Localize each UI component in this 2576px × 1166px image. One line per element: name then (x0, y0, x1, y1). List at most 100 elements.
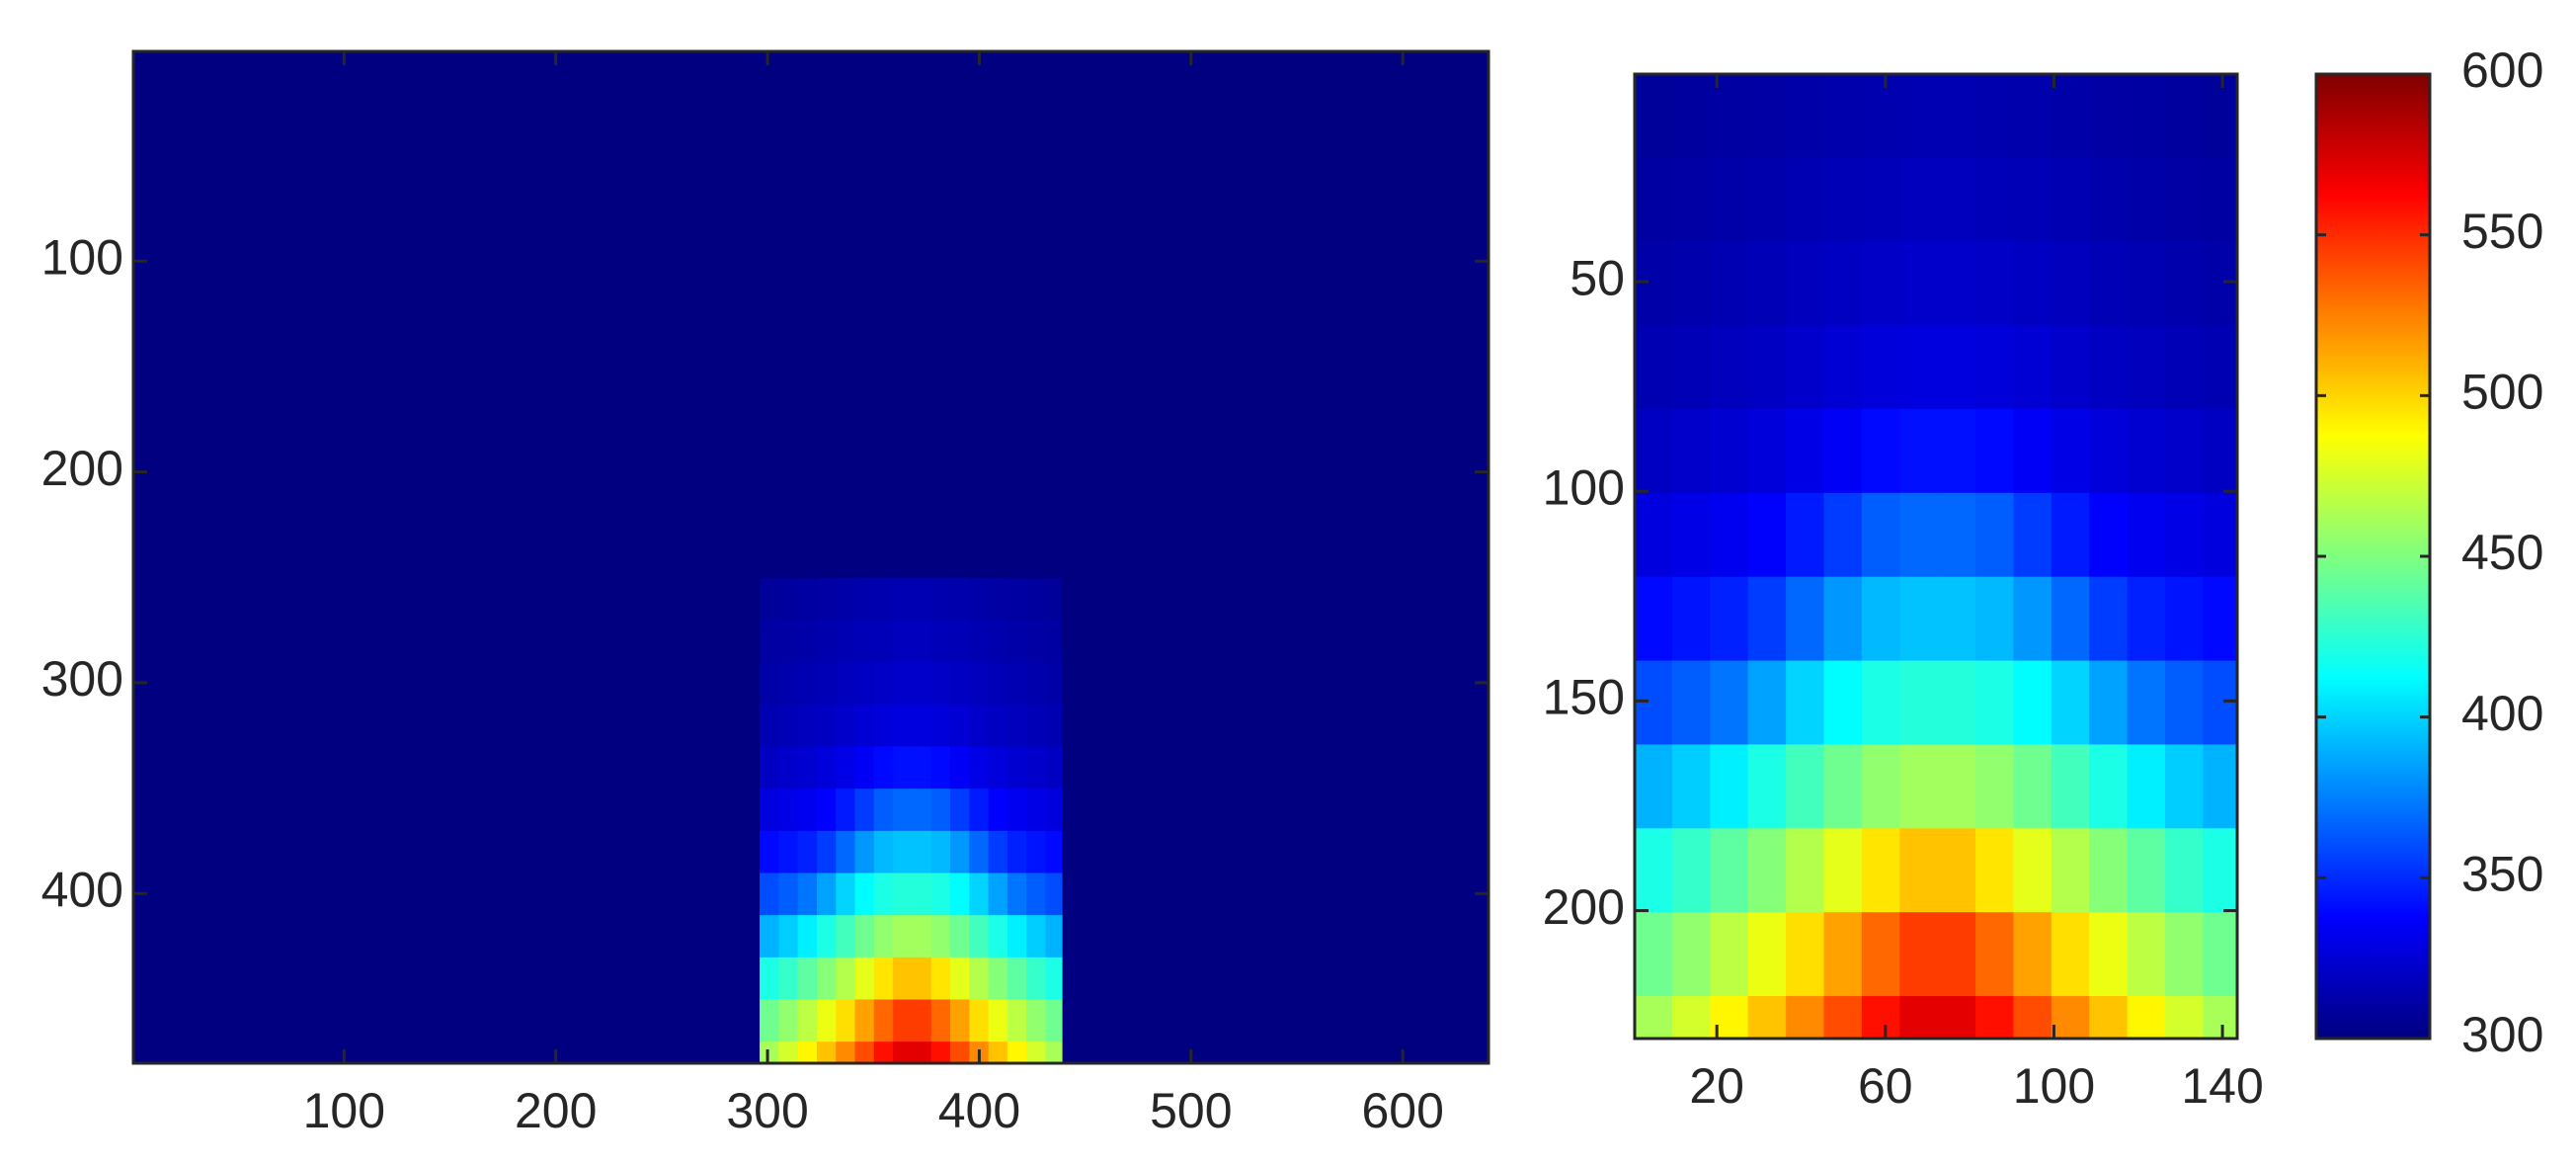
heatmap-cell (1823, 912, 1863, 998)
heatmap-cell (873, 789, 895, 832)
x-tick-label: 500 (1150, 1083, 1232, 1138)
heatmap-cell (2013, 241, 2053, 327)
heatmap-cell (1937, 576, 1977, 662)
heatmap-cell (2051, 744, 2091, 830)
heatmap-cell (1671, 325, 1712, 410)
heatmap-cell (1861, 492, 1901, 578)
heatmap-cell (873, 957, 895, 1001)
heatmap-cell (1062, 50, 1489, 579)
heatmap-cell (1786, 241, 1825, 327)
heatmap-cell (836, 789, 856, 832)
x-tick-label: 200 (515, 1083, 597, 1138)
heatmap-cell (2051, 408, 2091, 494)
heatmap-cell (1006, 50, 1028, 579)
heatmap-cell (2203, 744, 2238, 830)
heatmap-cell (1786, 576, 1825, 662)
heatmap-cell (836, 704, 856, 748)
heatmap-cell (969, 704, 990, 748)
heatmap-cell (760, 999, 780, 1043)
heatmap-cell (1006, 957, 1028, 1001)
heatmap-cell (1062, 873, 1489, 917)
x-tick-label: 100 (2013, 1058, 2095, 1114)
heatmap-cell (1710, 576, 1749, 662)
heatmap-cell (1823, 744, 1863, 830)
heatmap-cell (760, 662, 780, 706)
heatmap-cell (930, 50, 951, 579)
heatmap-cell (778, 577, 799, 622)
heatmap-cell (816, 704, 838, 748)
heatmap-cell (1062, 704, 1489, 748)
heatmap-cell (854, 704, 875, 748)
heatmap-cell (2013, 157, 2053, 243)
heatmap-cell (836, 577, 856, 622)
heatmap-cell (2127, 157, 2166, 243)
heatmap-cell (797, 746, 818, 791)
x-tick-label: 20 (1689, 1058, 1744, 1114)
heatmap-cell (1937, 828, 1977, 914)
heatmap-cell (1899, 912, 1939, 998)
heatmap-cell (1671, 408, 1712, 494)
heatmap-cell (969, 662, 990, 706)
heatmap-cell (836, 957, 856, 1001)
heatmap-cell (854, 789, 875, 832)
heatmap-cell (969, 50, 990, 579)
heatmap-cell (1006, 830, 1028, 874)
heatmap-cell (1861, 660, 1901, 746)
heatmap-cell (132, 915, 762, 958)
heatmap-cell (1823, 157, 1863, 243)
heatmap-cell (1026, 830, 1047, 874)
heatmap-cell (1671, 576, 1712, 662)
heatmap-cell (797, 957, 818, 1001)
heatmap-cell (1937, 660, 1977, 746)
heatmap-cell (797, 50, 818, 579)
heatmap-cell (1006, 620, 1028, 664)
heatmap-cell (2127, 912, 2166, 998)
heatmap-cell (1899, 492, 1939, 578)
heatmap-cell (1634, 73, 1673, 159)
heatmap-cell (1861, 73, 1901, 159)
heatmap-cell (1899, 325, 1939, 410)
heatmap-cell (1937, 241, 1977, 327)
heatmap-cell (778, 789, 799, 832)
heatmap-cell (1062, 662, 1489, 706)
heatmap-cell (836, 915, 856, 958)
heatmap-cell (912, 746, 932, 791)
heatmap-cell (132, 704, 762, 748)
heatmap-cell (873, 746, 895, 791)
heatmap-cell (132, 662, 762, 706)
heatmap-cell (1026, 957, 1047, 1001)
heatmap-cell (1747, 576, 1788, 662)
heatmap-cell (1823, 325, 1863, 410)
heatmap-cell (1786, 325, 1825, 410)
heatmap-cell (2051, 492, 2091, 578)
heatmap-cell (1975, 325, 2015, 410)
heatmap-cell (132, 830, 762, 874)
heatmap-cell (873, 662, 895, 706)
heatmap-cell (778, 620, 799, 664)
heatmap-cell (2164, 744, 2205, 830)
heatmap-cell (2013, 408, 2053, 494)
heatmap-cell (930, 704, 951, 748)
heatmap-cell (1861, 996, 1901, 1040)
heatmap-cell (969, 830, 990, 874)
heatmap-cell (893, 789, 914, 832)
heatmap-cell (816, 999, 838, 1043)
heatmap-cell (836, 999, 856, 1043)
heatmap-cell (132, 873, 762, 917)
heatmap-cell (1786, 73, 1825, 159)
heatmap-cell (873, 915, 895, 958)
heatmap-cell (760, 620, 780, 664)
heatmap-cell (2127, 325, 2166, 410)
heatmap-cell (2164, 576, 2205, 662)
heatmap-cell (2089, 828, 2129, 914)
heatmap-cell (949, 1041, 971, 1064)
y-tick-label: 200 (41, 441, 123, 496)
heatmap-cell (1006, 1041, 1028, 1064)
heatmap-cell (1861, 744, 1901, 830)
heatmap-cell (988, 915, 1008, 958)
heatmap-cell (760, 915, 780, 958)
heatmap-cell (1634, 912, 1673, 998)
heatmap-cell (912, 999, 932, 1043)
heatmap-cell (854, 873, 875, 917)
